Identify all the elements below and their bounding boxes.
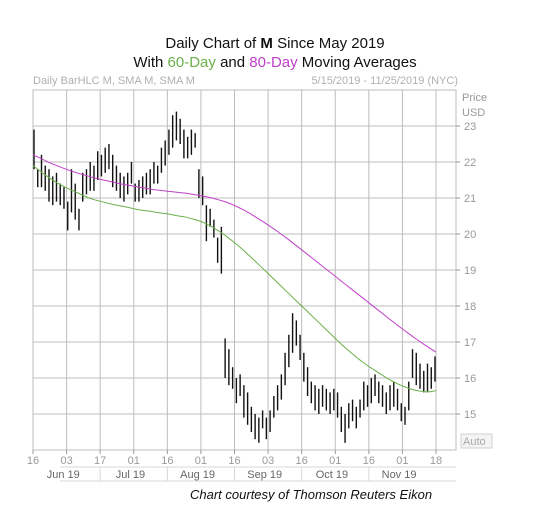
auto-scale-label: Auto [463,436,486,448]
title2-suffix: Moving Averages [297,54,417,71]
currency-axis-label: USD [462,107,485,119]
x-tick-label: 16 [296,455,308,467]
x-tick-label: 16 [27,455,39,467]
x-tick-label: 01 [329,455,341,467]
legend-sma60: 60-Day [167,54,216,71]
chart-subheader-left: Daily BarHLC M, SMA M, SMA M [33,75,195,87]
y-tick-label: 21 [464,193,476,205]
title-ticker: M [260,35,273,52]
title-suffix: Since May 2019 [272,35,385,52]
auto-scale-button[interactable] [460,433,493,449]
y-tick-label: 20 [464,229,476,241]
sma80-line [32,154,437,353]
x-tick-label: 17 [94,455,106,467]
chart-subheader-right: 5/15/2019 - 11/25/2019 (NYC) [311,75,458,87]
title2-mid: and [215,54,250,71]
x-tick-label: 01 [128,455,140,467]
chart-title-line2: With 60-Day and 80-Day Moving Averages [0,54,550,71]
month-label: Sep 19 [247,469,282,481]
x-tick-label: 03 [60,455,72,467]
x-tick-label: 03 [262,455,274,467]
chart-title-line1: Daily Chart of M Since May 2019 [0,35,550,52]
month-label: Jun 19 [47,469,80,481]
month-label: Nov 19 [382,469,417,481]
y-tick-label: 15 [464,409,476,421]
y-tick-label: 19 [464,265,476,277]
y-tick-label: 18 [464,301,476,313]
x-tick-label: 01 [195,455,207,467]
x-tick-label: 16 [228,455,240,467]
x-tick-label: 18 [430,455,442,467]
x-tick-label: 16 [161,455,173,467]
month-label: Jul 19 [116,469,145,481]
price-axis-label: Price [462,92,487,104]
y-tick-label: 17 [464,337,476,349]
title2-prefix: With [133,54,168,71]
legend-sma80: 80-Day [249,54,298,71]
sma60-line [32,165,437,393]
price-bars [33,111,436,443]
y-axis-ticks: 15 16 17 18 19 20 21 22 23 [456,121,476,421]
x-tick-label: 01 [396,455,408,467]
title-prefix: Daily Chart of [165,35,261,52]
y-tick-label: 23 [464,121,476,133]
chart-credit: Chart courtesy of Thomson Reuters Eikon [190,487,433,502]
y-tick-label: 22 [464,157,476,169]
y-tick-label: 16 [464,373,476,385]
x-tick-label: 16 [363,455,375,467]
x-axis-months: Jun 19 Jul 19 Aug 19 Sep 19 Oct 19 Nov 19 [47,467,417,481]
month-label: Oct 19 [316,469,348,481]
month-label: Aug 19 [180,469,215,481]
x-axis-day-ticks: 16 03 17 01 16 01 16 03 16 01 16 01 18 [27,450,442,467]
